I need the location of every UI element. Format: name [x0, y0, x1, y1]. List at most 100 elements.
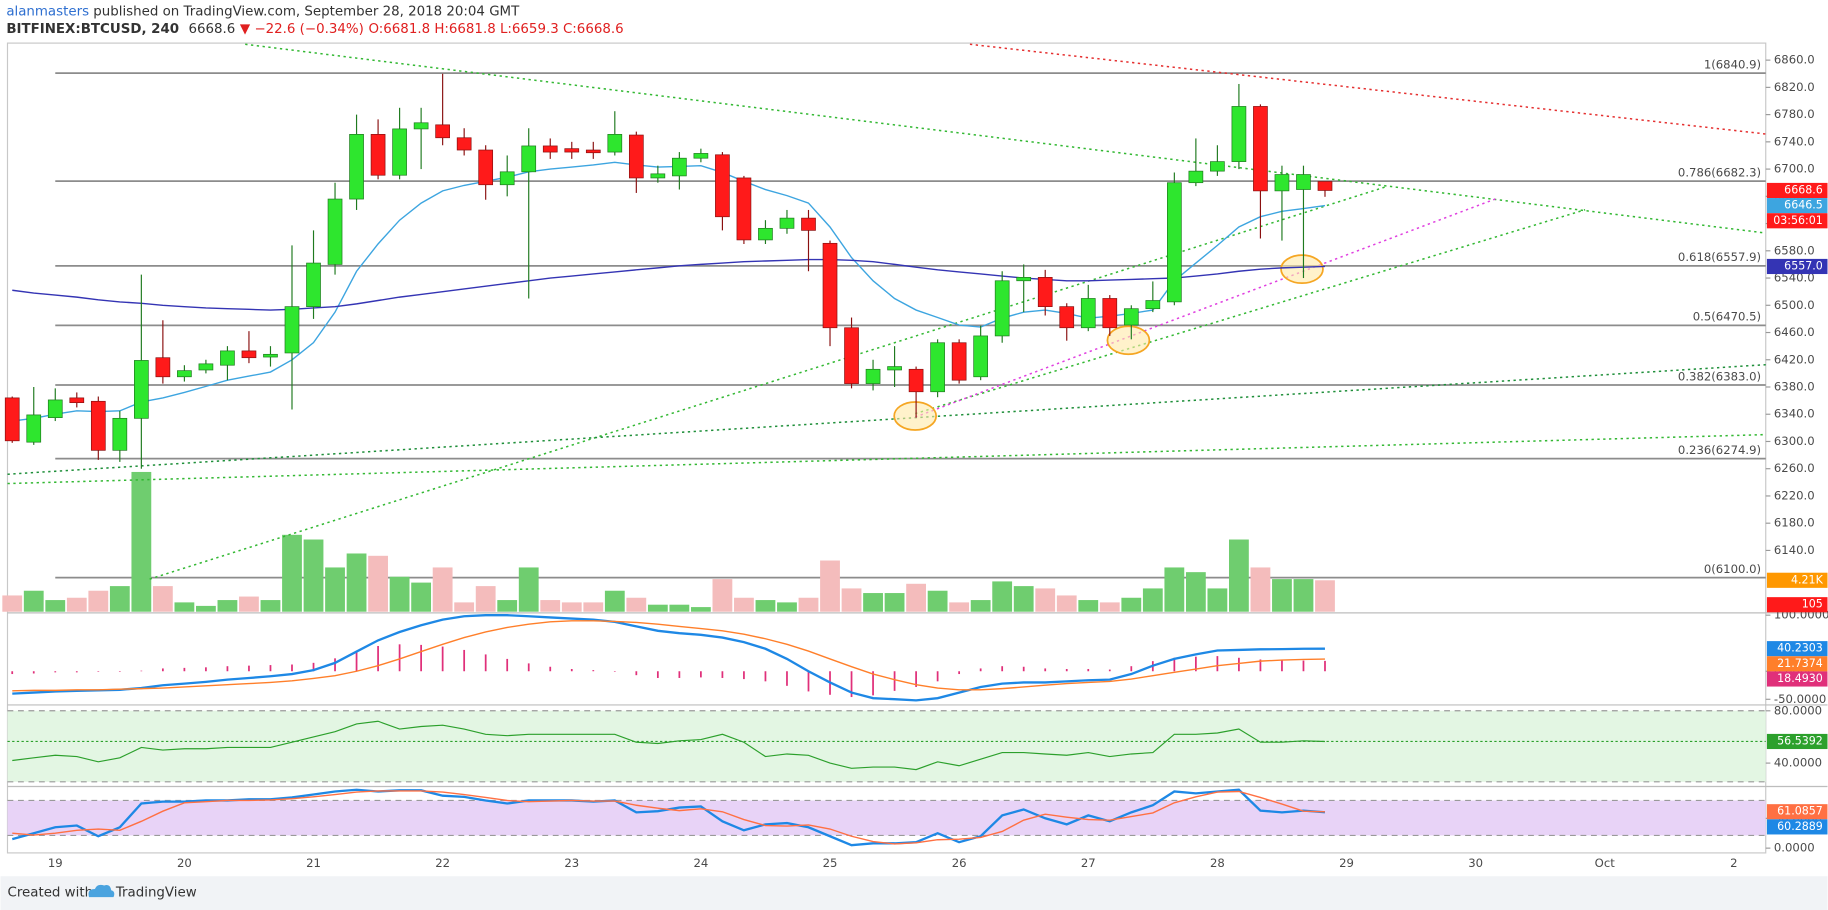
- fib-label: 1(6840.9): [1704, 57, 1761, 71]
- readout-label: 40.2303: [1777, 642, 1823, 655]
- highlight[interactable]: [1280, 254, 1324, 285]
- volume-bar: [884, 593, 905, 612]
- trendlines: [7, 43, 1766, 580]
- author[interactable]: alanmasters: [6, 5, 89, 20]
- volume-bar: [1056, 595, 1077, 612]
- volume-bar: [432, 567, 453, 612]
- histogram-bar: [248, 665, 250, 672]
- candle-body: [435, 124, 450, 139]
- volume-bar: [647, 604, 668, 612]
- readout-box: [1766, 671, 1828, 687]
- readout-label: 03:56:01: [1773, 214, 1823, 227]
- volume-bar: [1121, 597, 1142, 612]
- histogram-bar: [140, 670, 143, 672]
- readout-label: 4.21K: [1791, 573, 1824, 586]
- candle-body: [1253, 106, 1268, 192]
- volume-bar: [1078, 600, 1099, 612]
- volume-bar: [1229, 539, 1249, 612]
- volume-bar: [411, 582, 432, 612]
- candle-body: [1317, 181, 1333, 191]
- candle-body: [1102, 298, 1118, 329]
- candle-body: [349, 134, 364, 200]
- candle-body: [263, 353, 278, 358]
- histogram-bar: [355, 651, 358, 672]
- logo: [88, 884, 115, 898]
- trendline[interactable]: [149, 185, 1388, 580]
- candle-body: [134, 360, 149, 419]
- trendline[interactable]: [245, 43, 1766, 234]
- header-line: alanmasters published on TradingView.com…: [6, 5, 520, 20]
- last-price: 6668.6: [188, 22, 235, 37]
- highlight[interactable]: [1106, 325, 1151, 356]
- readout-label: 6668.6: [1784, 183, 1823, 196]
- histogram-bar: [334, 658, 336, 672]
- x-tick-label: 20: [177, 856, 192, 870]
- ohlc: O:6681.8 H:6681.8 L:6659.3 C:6668.6: [369, 22, 624, 37]
- highlight[interactable]: [893, 401, 938, 431]
- candle-body: [1231, 106, 1247, 162]
- readout-label: 18.4930: [1777, 672, 1823, 685]
- histogram-bar: [463, 649, 466, 672]
- histogram-bar: [592, 670, 595, 672]
- volume-bar: [669, 604, 690, 612]
- volume-bar: [561, 602, 582, 612]
- volume-bar: [368, 555, 388, 612]
- volume-bar: [174, 602, 195, 612]
- trendline[interactable]: [914, 197, 1499, 418]
- y-tick-label: 6180.0: [1774, 516, 1815, 530]
- footer-brand[interactable]: TradingView: [115, 886, 197, 901]
- histogram-bar: [613, 671, 616, 672]
- readout-box: [1766, 198, 1828, 214]
- x-tick-label: 26: [952, 856, 967, 870]
- candle-body: [930, 342, 945, 393]
- trendline[interactable]: [7, 363, 1766, 475]
- histogram-bar: [979, 668, 982, 672]
- volume-bar: [583, 602, 604, 612]
- candle-body: [327, 198, 343, 265]
- readout-box: [1766, 804, 1828, 820]
- candle-body: [628, 134, 644, 179]
- volume-bar: [454, 602, 475, 612]
- candle-body: [26, 414, 42, 443]
- readout-box: [1766, 572, 1828, 588]
- volume-bar: [777, 602, 797, 612]
- volume-bar: [820, 560, 840, 612]
- histogram-bar: [1324, 660, 1326, 672]
- y-tick-label: 6140.0: [1774, 543, 1815, 557]
- volume-bar: [1250, 567, 1271, 612]
- trendline[interactable]: [914, 209, 1586, 415]
- histogram-bar: [377, 646, 379, 672]
- y-tick-label: 6820.0: [1774, 80, 1815, 94]
- candle-body: [521, 145, 537, 173]
- volume-bar: [863, 593, 883, 612]
- histogram-bar: [1001, 666, 1004, 672]
- y-tick-label: 80.0000: [1774, 703, 1822, 717]
- indicator-line: [12, 720, 1325, 771]
- y-tick-label: 6700.0: [1774, 162, 1815, 176]
- volume-bar: [109, 586, 130, 612]
- rsi-band: [7, 710, 1766, 782]
- histogram-bar: [1216, 656, 1219, 672]
- fib-label: 0.382(6383.0): [1678, 369, 1761, 383]
- volume-bar: [131, 471, 152, 612]
- marks: [4, 73, 1766, 847]
- fib-label: 0(6100.0): [1704, 562, 1761, 576]
- candle-body: [607, 134, 623, 153]
- histogram-bar: [958, 671, 961, 675]
- candle-body: [4, 397, 20, 442]
- indicator-line: [12, 258, 1325, 311]
- histogram-bar: [656, 671, 659, 678]
- axes: 6140.0 6180.0 6220.0 6260.0 6300.0 6340.0 6380…: [48, 53, 1828, 870]
- trendline[interactable]: [7, 433, 1766, 485]
- y-tick-label: 6860.0: [1774, 53, 1815, 67]
- y-tick-label: 6260.0: [1774, 461, 1815, 475]
- candle-body: [1016, 277, 1032, 282]
- y-tick-label: 6540.0: [1774, 271, 1815, 285]
- readout-label: 6557.0: [1784, 259, 1823, 272]
- y-tick-label: 6460.0: [1774, 325, 1815, 339]
- candle-body: [908, 368, 924, 393]
- readout-label: 105: [1802, 598, 1823, 611]
- x-tick-label: 25: [823, 856, 838, 870]
